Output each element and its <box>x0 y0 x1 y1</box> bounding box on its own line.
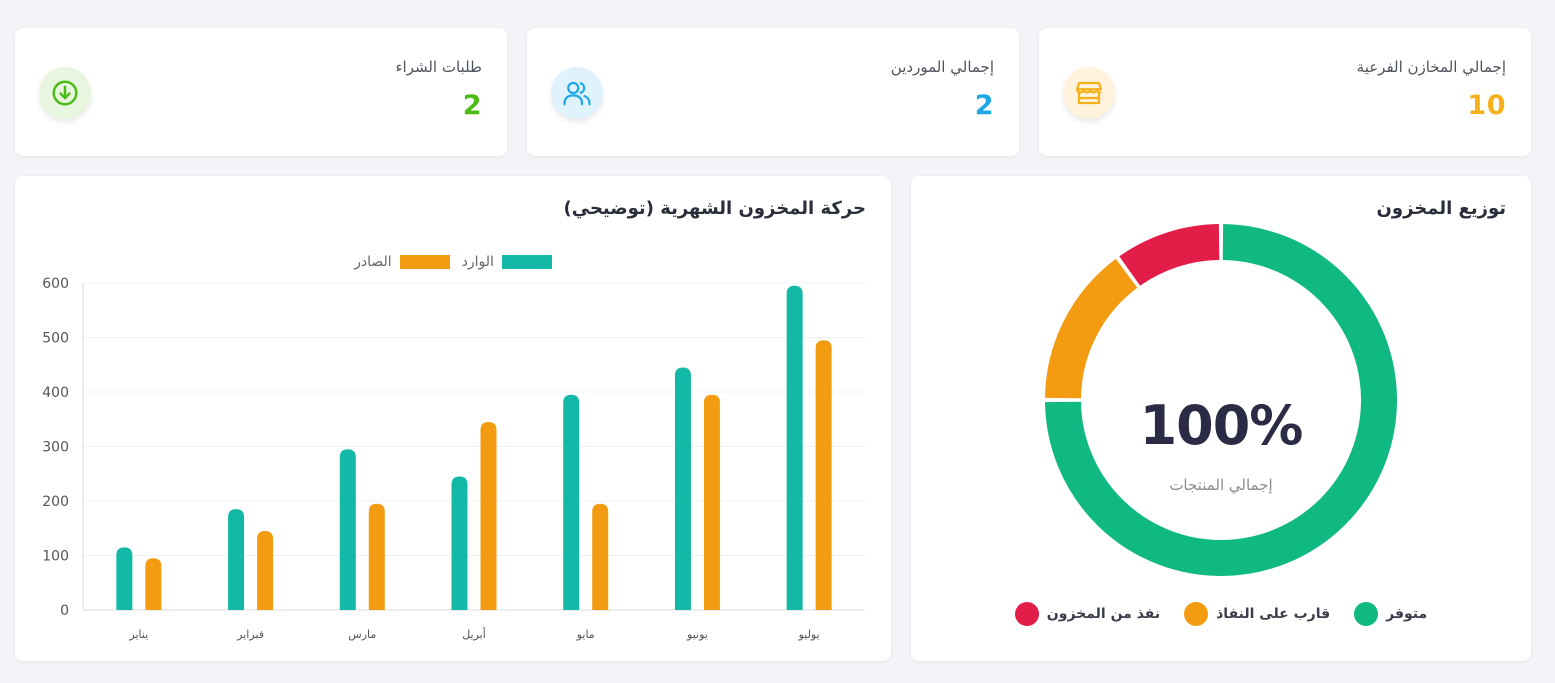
users-icon <box>551 67 603 119</box>
stat-value: 2 <box>974 90 994 121</box>
y-tick-label: 300 <box>42 440 69 456</box>
donut-slice-out-of-stock[interactable] <box>1119 224 1220 286</box>
legend-item-low-stock[interactable]: قارب على النفاذ <box>1184 602 1330 626</box>
x-tick-label: يونيو <box>686 628 708 641</box>
legend-swatch-outgoing <box>399 255 450 269</box>
bar-incoming[interactable] <box>451 476 468 610</box>
chart-legend: الصادر الوارد <box>15 254 891 270</box>
legend-item-in-stock[interactable]: متوفر <box>1354 602 1427 626</box>
legend-item-incoming[interactable]: الوارد <box>462 254 552 270</box>
monthly-movement-card: حركة المخزون الشهرية (توضيحي) الصادر الو… <box>15 176 891 661</box>
x-tick-label: فبراير <box>236 628 264 641</box>
legend-dot <box>1014 602 1039 626</box>
legend-label: الصادر <box>354 254 392 270</box>
y-tick-label: 500 <box>42 331 69 347</box>
legend-item-outgoing[interactable]: الصادر <box>354 254 450 270</box>
y-tick-label: 200 <box>42 494 69 510</box>
y-tick-label: 0 <box>60 603 69 619</box>
stat-card-purchase-orders: طلبات الشراء 2 <box>15 28 507 156</box>
donut-chart <box>1045 224 1397 576</box>
stat-value: 10 <box>1467 90 1506 121</box>
download-circle-icon <box>39 67 91 119</box>
bar-outgoing[interactable] <box>815 340 832 610</box>
bar-incoming[interactable] <box>116 547 133 610</box>
stock-distribution-card: توزيع المخزون 100% إجمالي المنتجات متوفر… <box>911 176 1531 661</box>
legend-label: نفذ من المخزون <box>1046 606 1161 622</box>
stat-label: طلبات الشراء <box>395 58 482 76</box>
chart-title: توزيع المخزون <box>1376 198 1506 219</box>
stat-card-suppliers: إجمالي الموردين 2 <box>527 28 1019 156</box>
x-tick-label: يناير <box>128 628 148 641</box>
legend-swatch-incoming <box>501 255 552 269</box>
donut-legend: متوفر قارب على النفاذ نفذ من المخزون <box>911 602 1531 626</box>
bar-incoming[interactable] <box>563 394 580 610</box>
x-tick-label: أبريل <box>462 627 486 641</box>
stat-label: إجمالي المخازن الفرعية <box>1356 58 1506 76</box>
x-tick-label: يوليو <box>798 628 820 641</box>
y-tick-label: 600 <box>42 276 69 292</box>
bar-outgoing[interactable] <box>592 503 609 610</box>
chart-title: حركة المخزون الشهرية (توضيحي) <box>563 198 867 219</box>
bar-incoming[interactable] <box>786 285 803 610</box>
donut-slice-in-stock[interactable] <box>1045 224 1397 576</box>
legend-label: الوارد <box>461 254 494 270</box>
legend-dot <box>1354 602 1379 626</box>
donut-center-label: إجمالي المنتجات <box>1169 476 1273 494</box>
legend-item-out-of-stock[interactable]: نفذ من المخزون <box>1014 602 1161 626</box>
bar-outgoing[interactable] <box>703 394 720 610</box>
bar-incoming[interactable] <box>339 449 356 610</box>
stat-value: 2 <box>462 90 482 121</box>
bar-chart: 0 100 200 300 400 500 600 يناير فبراير مارس أبريل م… <box>42 276 865 641</box>
bar-outgoing[interactable] <box>145 558 162 610</box>
bar-incoming[interactable] <box>228 509 245 610</box>
y-tick-label: 100 <box>42 549 69 565</box>
legend-dot <box>1184 602 1209 626</box>
legend-label: قارب على النفاذ <box>1216 606 1331 622</box>
bar-outgoing[interactable] <box>480 421 497 610</box>
store-icon <box>1063 67 1115 119</box>
x-tick-label: مايو <box>576 628 595 641</box>
x-tick-label: مارس <box>348 628 376 641</box>
donut-center-value: 100% <box>1139 394 1304 457</box>
y-tick-label: 400 <box>42 385 69 401</box>
donut-slice-low-stock[interactable] <box>1045 258 1138 399</box>
legend-label: متوفر <box>1386 606 1428 622</box>
bar-outgoing[interactable] <box>257 530 274 610</box>
stat-card-branch-stores: إجمالي المخازن الفرعية 10 <box>1039 28 1531 156</box>
bar-outgoing[interactable] <box>368 503 385 610</box>
bar-incoming[interactable] <box>674 367 691 610</box>
stat-label: إجمالي الموردين <box>890 58 994 76</box>
